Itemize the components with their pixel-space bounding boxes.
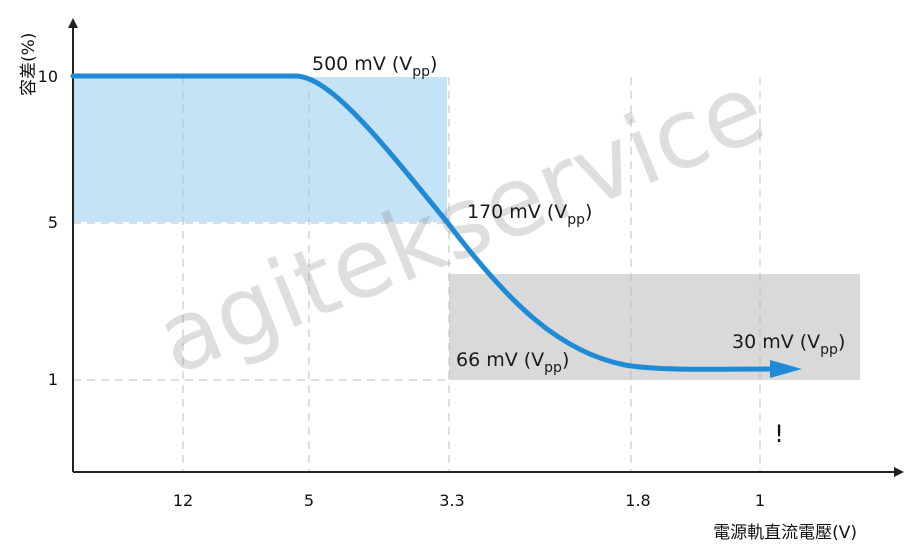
x-tick-label-12: 12: [173, 491, 193, 510]
annotation-66mv-main: 66 mV (V: [456, 349, 544, 371]
x-tick-label-3.3: 3.3: [439, 491, 464, 510]
x-tick-label-1: 1: [755, 491, 765, 510]
annotation-66mv-close: ): [562, 349, 569, 371]
annotation-500mv-close: ): [430, 53, 437, 75]
annotation-30mv-close: ): [838, 331, 845, 353]
y-tick-label-1: 1: [48, 370, 58, 389]
tolerance-band-low: [449, 274, 860, 380]
exclamation-marker: !: [774, 420, 784, 448]
annotation-30mv: 30 mV (Vpp): [732, 331, 845, 358]
annotation-500mv: 500 mV (Vpp): [312, 53, 437, 80]
annotation-170mv-close: ): [585, 201, 592, 223]
annotation-170mv: 170 mV (Vpp): [467, 201, 592, 228]
y-axis-title: 容差(%): [19, 33, 39, 96]
annotation-30mv-main: 30 mV (V: [732, 331, 820, 353]
annotation-500mv-sub: pp: [412, 64, 430, 80]
y-tick-label-5: 5: [48, 213, 58, 232]
x-tick-label-5: 5: [304, 491, 314, 510]
annotation-170mv-sub: pp: [567, 212, 585, 228]
annotation-66mv: 66 mV (Vpp): [456, 349, 569, 376]
series-line: [70, 73, 775, 372]
annotation-30mv-sub: pp: [820, 342, 838, 358]
gridlines: [73, 77, 761, 472]
series-arrowhead: [770, 360, 802, 378]
x-axis-title: 電源軌直流電壓(V): [713, 523, 857, 543]
y-tick-label-10: 10: [38, 67, 58, 86]
annotation-66mv-sub: pp: [544, 360, 562, 376]
x-tick-label-1.8: 1.8: [625, 491, 650, 510]
annotation-170mv-main: 170 mV (V: [467, 201, 567, 223]
annotation-500mv-main: 500 mV (V: [312, 53, 412, 75]
